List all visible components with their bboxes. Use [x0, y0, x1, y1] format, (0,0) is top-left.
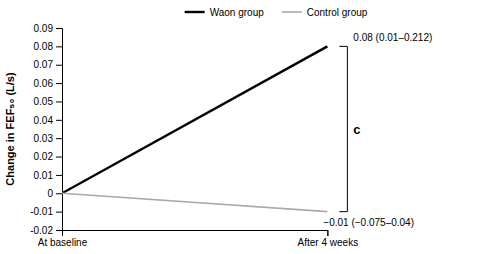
y-tick-mark — [56, 193, 62, 194]
legend-label: Control group — [307, 7, 368, 18]
y-tick-label: 0.03 — [34, 133, 54, 144]
y-tick: 0.03 — [34, 133, 62, 144]
y-tick-mark — [56, 230, 62, 231]
y-tick-mark — [56, 175, 62, 176]
legend-swatch — [282, 11, 302, 13]
y-tick: 0.01 — [34, 170, 62, 181]
y-tick: 0.09 — [34, 23, 62, 34]
annotation: 0.08 (0.01–0.212) — [353, 32, 432, 43]
y-tick: -0.02 — [30, 225, 62, 236]
y-tick-label: 0.07 — [34, 59, 54, 70]
y-tick-mark — [56, 120, 62, 121]
y-tick-label: -0.01 — [30, 206, 53, 217]
legend: Waon group Control group — [185, 7, 368, 18]
y-tick-label: -0.02 — [30, 225, 53, 236]
x-tick-mark — [327, 230, 328, 236]
y-tick: 0.06 — [34, 78, 62, 89]
y-tick: -0.01 — [30, 206, 62, 217]
x-axis-line — [63, 231, 328, 237]
y-axis: -0.02 -0.01 0 0.01 0.02 0.03 0.04 0.05 0.06 0.07 0… — [30, 23, 62, 236]
y-axis-line — [56, 29, 63, 231]
y-tick-label: 0 — [47, 188, 53, 199]
y-tick: 0 — [47, 188, 62, 199]
plot: -0.02 -0.01 0 0.01 0.02 0.03 0.04 0.05 0.06 0.07 0… — [4, 23, 432, 248]
x-tick: At baseline — [38, 230, 88, 248]
bracket — [339, 46, 347, 211]
y-tick: 0.04 — [34, 115, 62, 126]
y-tick-mark — [56, 65, 62, 66]
annotation: −0.01 (−0.075–0.04) — [323, 217, 414, 228]
y-tick-mark — [56, 83, 62, 84]
series-line — [62, 193, 327, 211]
y-tick-label: 0.01 — [34, 170, 54, 181]
x-axis: At baseline After 4 weeks — [38, 230, 358, 248]
y-tick-mark — [56, 138, 62, 139]
annotations: 0.08 (0.01–0.212) −0.01 (−0.075–0.04) c — [323, 32, 432, 227]
x-tick-label: After 4 weeks — [298, 237, 359, 248]
y-tick-mark — [56, 212, 62, 213]
y-tick-label: 0.05 — [34, 96, 54, 107]
y-tick-label: 0.08 — [34, 41, 54, 52]
x-tick-label: At baseline — [38, 237, 88, 248]
y-tick: 0.08 — [34, 41, 62, 52]
y-tick-label: 0.09 — [34, 23, 54, 34]
series-line — [62, 46, 327, 193]
y-tick-mark — [56, 46, 62, 47]
x-tick-mark — [62, 230, 63, 236]
y-tick-mark — [56, 28, 62, 29]
y-tick: 0.02 — [34, 151, 62, 162]
y-tick: 0.05 — [34, 96, 62, 107]
legend-item: Waon group — [185, 7, 265, 18]
chart: -0.02 -0.01 0 0.01 0.02 0.03 0.04 0.05 0.06 0.07 0… — [0, 0, 500, 254]
y-tick-mark — [56, 157, 62, 158]
y-tick-label: 0.04 — [34, 115, 54, 126]
y-tick-label: 0.02 — [34, 151, 54, 162]
legend-swatch — [185, 11, 205, 13]
y-tick: 0.07 — [34, 59, 62, 70]
legend-item: Control group — [282, 7, 368, 18]
y-tick-mark — [56, 101, 62, 102]
x-tick: After 4 weeks — [298, 230, 359, 248]
y-tick-label: 0.06 — [34, 78, 54, 89]
marks — [62, 46, 327, 211]
legend-label: Waon group — [210, 7, 265, 18]
bracket-label: c — [353, 122, 360, 137]
y-axis-title: Change in FEF₅₀ (L/s) — [4, 72, 16, 186]
